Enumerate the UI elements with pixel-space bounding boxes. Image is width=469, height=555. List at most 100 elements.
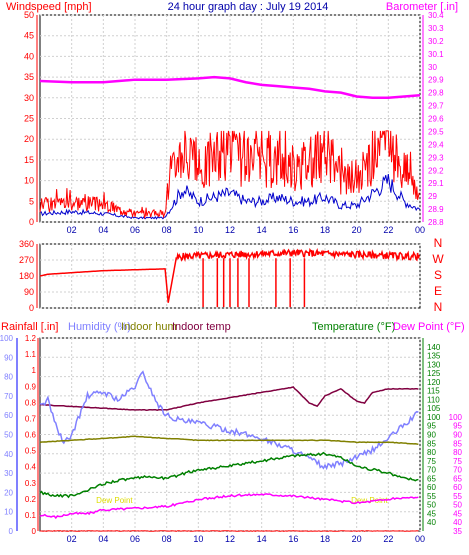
- dew-point-tick-label: 80: [453, 448, 462, 457]
- barometer-tick-label: 29: [428, 192, 437, 201]
- x-tick-label: 02: [67, 225, 77, 235]
- windspeed-tick-label: 0: [29, 217, 34, 227]
- rainfall-tick-label: 1: [32, 366, 37, 375]
- dew-point-tick-label: 45: [453, 509, 462, 518]
- windspeed-tick-label: 35: [24, 72, 34, 82]
- indoorhum-line: [39, 435, 419, 446]
- barometer-tick-label: 29.8: [428, 89, 444, 98]
- dew-point-tick-label: 50: [453, 501, 462, 510]
- barometer-tick-label: 29.1: [428, 179, 444, 188]
- humidity-tick-label: 10: [4, 508, 13, 517]
- x-tick-label: 06: [130, 225, 140, 235]
- dew-point-tick-label: 40: [453, 518, 462, 527]
- humidity-label: Humidity (%): [68, 321, 131, 333]
- rainfall-tick-label: 0.9: [25, 382, 37, 391]
- humidity-tick-label: 20: [4, 488, 13, 497]
- x-tick-label: 14: [257, 225, 267, 235]
- dew-point-tick-label: 55: [453, 492, 462, 501]
- rainfall-tick-label: 0.3: [25, 479, 37, 488]
- x-tick-label: 10: [193, 534, 203, 544]
- dew-point-tick-label: 35: [453, 527, 462, 536]
- wind-average-line: [39, 174, 421, 220]
- dew-point-tick-label: 85: [453, 439, 462, 448]
- rainfall-tick-label: 0.6: [25, 431, 37, 440]
- windspeed-tick-label: 50: [24, 10, 34, 20]
- barometer-line: [39, 75, 421, 100]
- windspeed-axis-label: Windspeed [mph]: [6, 1, 92, 13]
- compass-letter: E: [434, 284, 442, 298]
- x-tick-label: 06: [130, 534, 140, 544]
- chart-title: 24 hour graph day : July 19 2014: [168, 1, 329, 13]
- barometer-tick-label: 30.3: [428, 24, 444, 33]
- windspeed-tick-label: 40: [24, 51, 34, 61]
- humidity-tick-label: 80: [4, 373, 13, 382]
- rainfall-line: [40, 530, 419, 532]
- humidity-tick-label: 0: [9, 527, 14, 536]
- humidity-tick-label: 70: [4, 392, 13, 401]
- x-tick-label: 14: [257, 534, 267, 544]
- dew-point-label: Dew Point (°F): [393, 321, 465, 333]
- temperature-tick-label: 80: [427, 448, 436, 457]
- temperature-tick-label: 55: [427, 492, 436, 501]
- barometer-tick-label: 28.8: [428, 218, 444, 227]
- humidity-tick-label: 90: [4, 353, 13, 362]
- temperature-tick-label: 110: [427, 395, 440, 404]
- temperature-label: Temperature (°F): [312, 321, 395, 333]
- temperature-tick-label: 125: [427, 369, 441, 378]
- x-tick-label: 12: [225, 534, 235, 544]
- temperature-tick-label: 65: [427, 474, 436, 483]
- dewpoint-line: [39, 493, 419, 520]
- barometer-axis-label: Barometer [.in]: [386, 1, 458, 13]
- temperature-tick-label: 75: [427, 457, 436, 466]
- temperature-tick-label: 70: [427, 466, 436, 475]
- rainfall-label: Rainfall [.in]: [1, 321, 58, 333]
- dew-point-tick-label: 90: [453, 431, 462, 440]
- temperature-tick-label: 105: [427, 404, 441, 413]
- indoor-hum-label: Indoor hum: [121, 321, 177, 333]
- barometer-tick-label: 28.9: [428, 205, 444, 214]
- compass-letter: N: [434, 300, 443, 314]
- rainfall-tick-label: 0.7: [25, 414, 37, 423]
- dew-point-tick-label: 65: [453, 474, 462, 483]
- barometer-tick-label: 29.4: [428, 140, 444, 149]
- temperature-tick-label: 45: [427, 509, 436, 518]
- x-tick-label: 12: [225, 225, 235, 235]
- rainfall-tick-label: 0: [32, 527, 37, 536]
- temperature-tick-label: 50: [427, 501, 436, 510]
- x-tick-label: 02: [67, 534, 77, 544]
- compass-letter: W: [432, 252, 444, 266]
- barometer-tick-label: 29.9: [428, 76, 444, 85]
- dew-point-tick-label: 100: [449, 413, 463, 422]
- temperature-humidity-panel: Rainfall [.in] Humidity (%) Indoor hum I…: [0, 321, 465, 544]
- rainfall-tick-label: 0.1: [25, 511, 37, 520]
- humidity-tick-label: 40: [4, 450, 13, 459]
- x-tick-label: 22: [383, 534, 393, 544]
- direction-tick-label: 270: [19, 255, 34, 265]
- x-tick-label: 08: [162, 225, 172, 235]
- x-tick-label: 22: [383, 225, 393, 235]
- barometer-tick-label: 30: [428, 63, 437, 72]
- direction-tick-label: 180: [19, 271, 34, 281]
- windspeed-tick-label: 15: [24, 155, 34, 165]
- temperature-tick-label: 135: [427, 352, 441, 361]
- temperature-tick-label: 130: [427, 360, 441, 369]
- windspeed-tick-label: 20: [24, 134, 34, 144]
- rainfall-tick-label: 0.2: [25, 495, 37, 504]
- temperature-tick-label: 100: [427, 413, 441, 422]
- dew-point-tick-label: 60: [453, 483, 462, 492]
- indoor-temp-label: Indoor temp: [172, 321, 231, 333]
- dew-point-tick-label: 95: [453, 422, 462, 431]
- temperature-tick-label: 140: [427, 343, 441, 352]
- x-tick-label: 00: [415, 225, 425, 235]
- x-tick-label: 18: [320, 534, 330, 544]
- humidity-line: [39, 370, 419, 471]
- barometer-tick-label: 30.2: [428, 37, 444, 46]
- x-tick-label: 16: [288, 225, 298, 235]
- x-tick-label: 04: [98, 534, 108, 544]
- wind-direction-line: [39, 247, 420, 303]
- rainfall-tick-label: 0.4: [25, 463, 37, 472]
- barometer-tick-label: 29.2: [428, 166, 444, 175]
